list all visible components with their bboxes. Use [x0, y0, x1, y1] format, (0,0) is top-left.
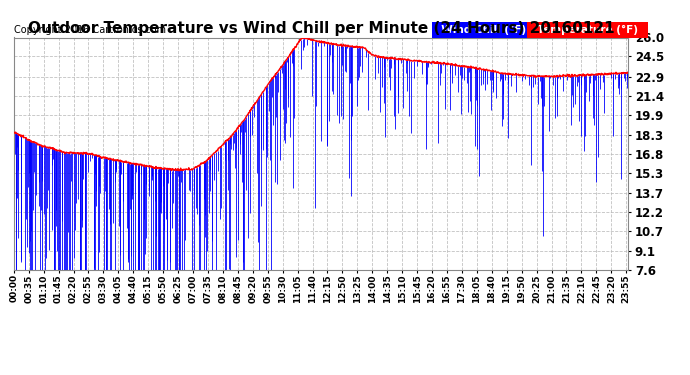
Text: Copyright 2016 Cartronics.com: Copyright 2016 Cartronics.com — [14, 25, 166, 35]
Title: Outdoor Temperature vs Wind Chill per Minute (24 Hours) 20160121: Outdoor Temperature vs Wind Chill per Mi… — [28, 21, 614, 36]
Text: Temperature (°F): Temperature (°F) — [530, 25, 645, 35]
Text: Wind Chill (°F): Wind Chill (°F) — [435, 25, 534, 35]
